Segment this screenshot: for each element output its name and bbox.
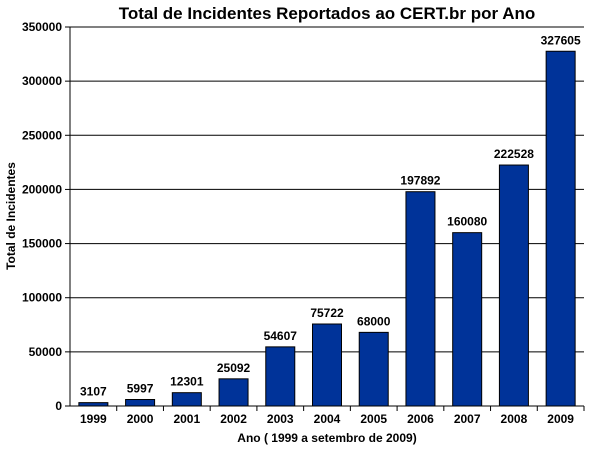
- bars: [78, 50, 576, 407]
- x-tick-label: 2001: [173, 412, 200, 426]
- y-tick-label: 200000: [22, 182, 62, 196]
- bar-2000: [125, 399, 156, 407]
- bar-2008: [498, 164, 529, 407]
- data-label-2007: 160080: [447, 215, 487, 229]
- x-tick-label: 2000: [127, 412, 154, 426]
- axes: [69, 27, 584, 407]
- data-label-2008: 222528: [494, 147, 534, 161]
- bar-2006: [405, 191, 436, 407]
- data-label-2004: 75722: [310, 306, 344, 320]
- x-tick-label: 2008: [501, 412, 528, 426]
- data-label-1999: 3107: [80, 385, 107, 399]
- data-labels: 3107 5997 12301 25092 54607 75722 68000 197892 1…: [80, 33, 581, 398]
- data-label-2003: 54607: [264, 329, 298, 343]
- x-tick-label: 2007: [454, 412, 481, 426]
- bar-2005: [358, 331, 389, 407]
- y-tick-label: 250000: [22, 128, 62, 142]
- data-label-2002: 25092: [217, 361, 251, 375]
- y-tick-label: 350000: [22, 20, 62, 34]
- y-axis-label: Total de Incidentes: [4, 162, 18, 270]
- data-label-2000: 5997: [127, 382, 154, 396]
- bar-2001: [171, 392, 202, 407]
- y-axis-ticks: 0 50000 100000 150000 200000 250000 300000 3500…: [22, 20, 70, 413]
- chart-title: Total de Incidentes Reportados ao CERT.b…: [119, 4, 536, 23]
- bar-2009: [545, 50, 576, 407]
- data-label-2009: 327605: [541, 33, 581, 47]
- bar-2003: [265, 346, 296, 407]
- y-tick-label: 300000: [22, 74, 62, 88]
- x-tick-label: 2005: [360, 412, 387, 426]
- bar-1999: [78, 402, 109, 407]
- bar-2002: [218, 378, 249, 407]
- y-tick-label: 0: [55, 399, 62, 413]
- x-tick-label: 2006: [407, 412, 434, 426]
- y-tick-label: 150000: [22, 237, 62, 251]
- data-label-2005: 68000: [357, 314, 391, 328]
- bar-2007: [452, 232, 483, 407]
- x-tick-label: 2003: [267, 412, 294, 426]
- x-tick-label: 2004: [314, 412, 341, 426]
- x-tick-label: 1999: [80, 412, 107, 426]
- data-label-2001: 12301: [170, 375, 204, 389]
- x-tick-label: 2009: [547, 412, 574, 426]
- data-label-2006: 197892: [400, 174, 440, 188]
- gridlines: [70, 26, 584, 353]
- bar-2004: [312, 323, 342, 407]
- x-axis-ticks: 1999 2000 2001 2002 2003 2004 2005 2006 2007 2008…: [80, 406, 585, 426]
- y-tick-label: 50000: [29, 345, 63, 359]
- y-tick-label: 100000: [22, 291, 62, 305]
- x-axis-label: Ano ( 1999 a setembro de 2009): [237, 431, 416, 445]
- x-tick-label: 2002: [220, 412, 247, 426]
